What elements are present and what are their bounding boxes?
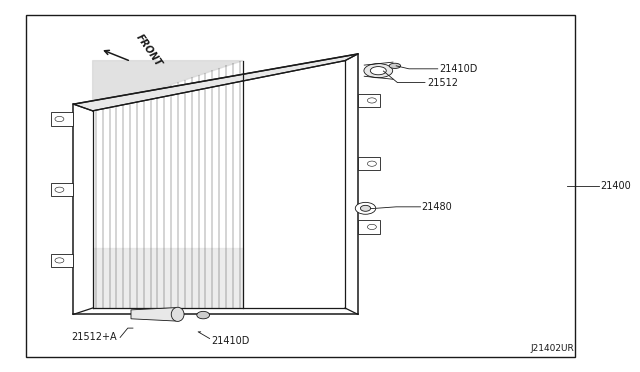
Polygon shape: [74, 54, 358, 111]
Text: 21512: 21512: [427, 78, 458, 87]
Text: 21410D: 21410D: [211, 337, 249, 346]
Ellipse shape: [371, 67, 387, 75]
Polygon shape: [358, 157, 380, 170]
Text: 21400: 21400: [601, 181, 632, 191]
Text: 21410D: 21410D: [440, 64, 478, 74]
Text: 21480: 21480: [422, 202, 452, 212]
Circle shape: [197, 311, 209, 319]
Polygon shape: [93, 61, 243, 111]
Polygon shape: [358, 94, 380, 107]
Circle shape: [55, 187, 64, 192]
Polygon shape: [51, 112, 74, 126]
Polygon shape: [358, 220, 380, 234]
Circle shape: [367, 161, 376, 166]
Polygon shape: [131, 308, 180, 321]
Text: J21402UR: J21402UR: [530, 344, 574, 353]
Ellipse shape: [172, 307, 184, 321]
Polygon shape: [93, 248, 243, 308]
Circle shape: [367, 224, 376, 230]
Text: 21512+A: 21512+A: [72, 333, 117, 342]
Circle shape: [367, 98, 376, 103]
Ellipse shape: [364, 64, 393, 78]
Polygon shape: [51, 254, 74, 267]
Polygon shape: [51, 183, 74, 196]
Circle shape: [55, 258, 64, 263]
Circle shape: [360, 205, 371, 211]
Bar: [26, 15, 575, 357]
Circle shape: [355, 202, 376, 214]
Text: FRONT: FRONT: [134, 32, 164, 68]
Circle shape: [55, 116, 64, 122]
Ellipse shape: [389, 63, 401, 68]
